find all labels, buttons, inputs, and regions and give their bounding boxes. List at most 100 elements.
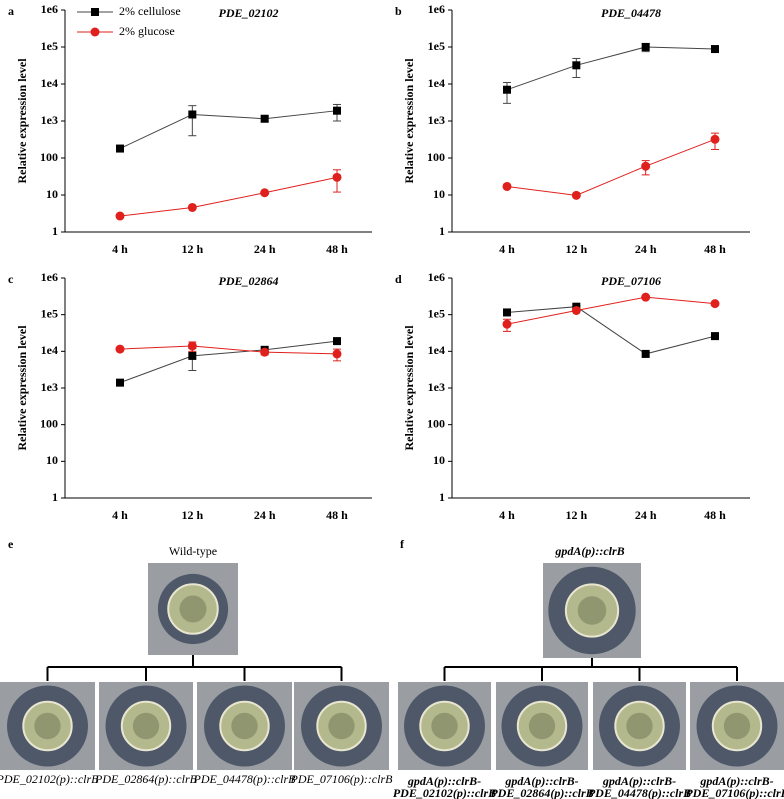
legend-label: 2% cellulose [119, 4, 181, 18]
panel-letter: a [8, 4, 14, 18]
point [332, 349, 342, 359]
parent-plate [543, 563, 641, 658]
series-line [506, 46, 716, 91]
x-tick-label: 4 h [499, 508, 515, 522]
child-plate [593, 682, 686, 770]
point [188, 351, 197, 360]
panel-letter: f [400, 537, 405, 551]
point [333, 106, 341, 115]
y-tick-label: 100 [40, 150, 58, 164]
y-axis-label: Relative expression level [402, 325, 416, 451]
x-tick-label: 48 h [704, 242, 726, 256]
y-tick-label: 1e6 [428, 270, 445, 284]
plate-caption: gpdA(p)::clrB- [504, 774, 578, 788]
x-tick-label: 24 h [254, 508, 276, 522]
chart-title: PDE_07106 [601, 274, 661, 288]
y-tick-label: 1 [52, 490, 58, 504]
colony-center [34, 712, 61, 740]
child-plate [398, 682, 491, 770]
y-tick-label: 1e3 [41, 113, 58, 127]
plate-caption: PDE_02864(p)::clrB [94, 772, 198, 786]
point [502, 181, 512, 191]
x-tick-label: 12 h [565, 508, 587, 522]
x-tick-label: 24 h [635, 508, 657, 522]
y-tick-label: 1e4 [41, 76, 58, 90]
colony-center [626, 712, 653, 740]
y-tick-label: 10 [46, 453, 58, 467]
point [115, 211, 125, 221]
panel-title: Wild-type [169, 544, 217, 558]
chart-title: PDE_02102 [219, 6, 279, 20]
y-tick-label: 1e3 [428, 113, 445, 127]
x-tick-label: 48 h [326, 508, 348, 522]
point [116, 378, 124, 387]
x-tick-label: 12 h [181, 242, 203, 256]
y-axis-label: Relative expression level [15, 58, 29, 184]
point [503, 308, 511, 317]
point [260, 188, 270, 198]
y-tick-label: 1 [52, 224, 58, 238]
point [260, 114, 269, 123]
colony-center [179, 595, 207, 623]
series-line [506, 306, 716, 355]
point [641, 43, 650, 51]
panel-letter: d [395, 272, 402, 286]
point [710, 299, 720, 309]
plate-caption: PDE_04478(p)::clrB [193, 772, 297, 786]
point [641, 161, 651, 171]
panel-letter: e [8, 537, 14, 551]
point [571, 190, 581, 200]
colony-center [577, 596, 607, 625]
point [641, 292, 651, 302]
y-tick-label: 1e5 [428, 306, 445, 320]
plate-caption: gpdA(p)::clrB- [407, 774, 481, 788]
colony-center [132, 712, 160, 740]
child-plate [294, 682, 389, 770]
colony-center [328, 712, 355, 740]
x-tick-label: 4 h [112, 508, 128, 522]
y-tick-label: 1e5 [41, 306, 58, 320]
y-tick-label: 10 [433, 453, 445, 467]
point [711, 45, 719, 54]
y-tick-label: 1e6 [41, 270, 58, 284]
colony-center [528, 712, 556, 740]
plate-caption: PDE_07106(p)::clrB [290, 772, 394, 786]
point [502, 319, 512, 329]
point [187, 202, 197, 212]
series-line [119, 110, 338, 150]
y-tick-label: 100 [40, 416, 58, 430]
plate-caption: PDE_07106(p)::clrB [685, 786, 784, 799]
plate-caption: gpdA(p)::clrB- [602, 774, 676, 788]
point [187, 341, 197, 351]
y-tick-label: 1e5 [41, 39, 58, 53]
child-plate [0, 682, 95, 770]
y-tick-label: 1e4 [428, 76, 445, 90]
x-tick-label: 24 h [254, 242, 276, 256]
point [332, 172, 342, 182]
parent-plate [148, 563, 238, 655]
x-tick-label: 4 h [499, 242, 515, 256]
y-tick-label: 100 [427, 416, 445, 430]
child-plate [690, 682, 784, 770]
point [260, 347, 270, 357]
chart-title: PDE_04478 [601, 6, 661, 20]
series-line [506, 296, 716, 325]
x-tick-label: 12 h [181, 508, 203, 522]
point [641, 349, 650, 358]
x-tick-label: 12 h [565, 242, 587, 256]
x-tick-label: 4 h [112, 242, 128, 256]
point [116, 144, 124, 153]
x-tick-label: 48 h [326, 242, 348, 256]
plate-caption: PDE_02864(p)::clrB [490, 786, 593, 799]
colony-center [723, 712, 751, 740]
plate-caption: PDE_02102(p)::clrB [393, 786, 496, 799]
point [188, 110, 197, 119]
legend-marker [90, 27, 100, 37]
point [572, 61, 581, 70]
y-tick-label: 1e6 [41, 2, 58, 16]
y-tick-label: 1e6 [428, 2, 445, 16]
child-plate [496, 682, 588, 770]
y-tick-label: 1e4 [41, 343, 58, 357]
colony-center [231, 712, 258, 740]
